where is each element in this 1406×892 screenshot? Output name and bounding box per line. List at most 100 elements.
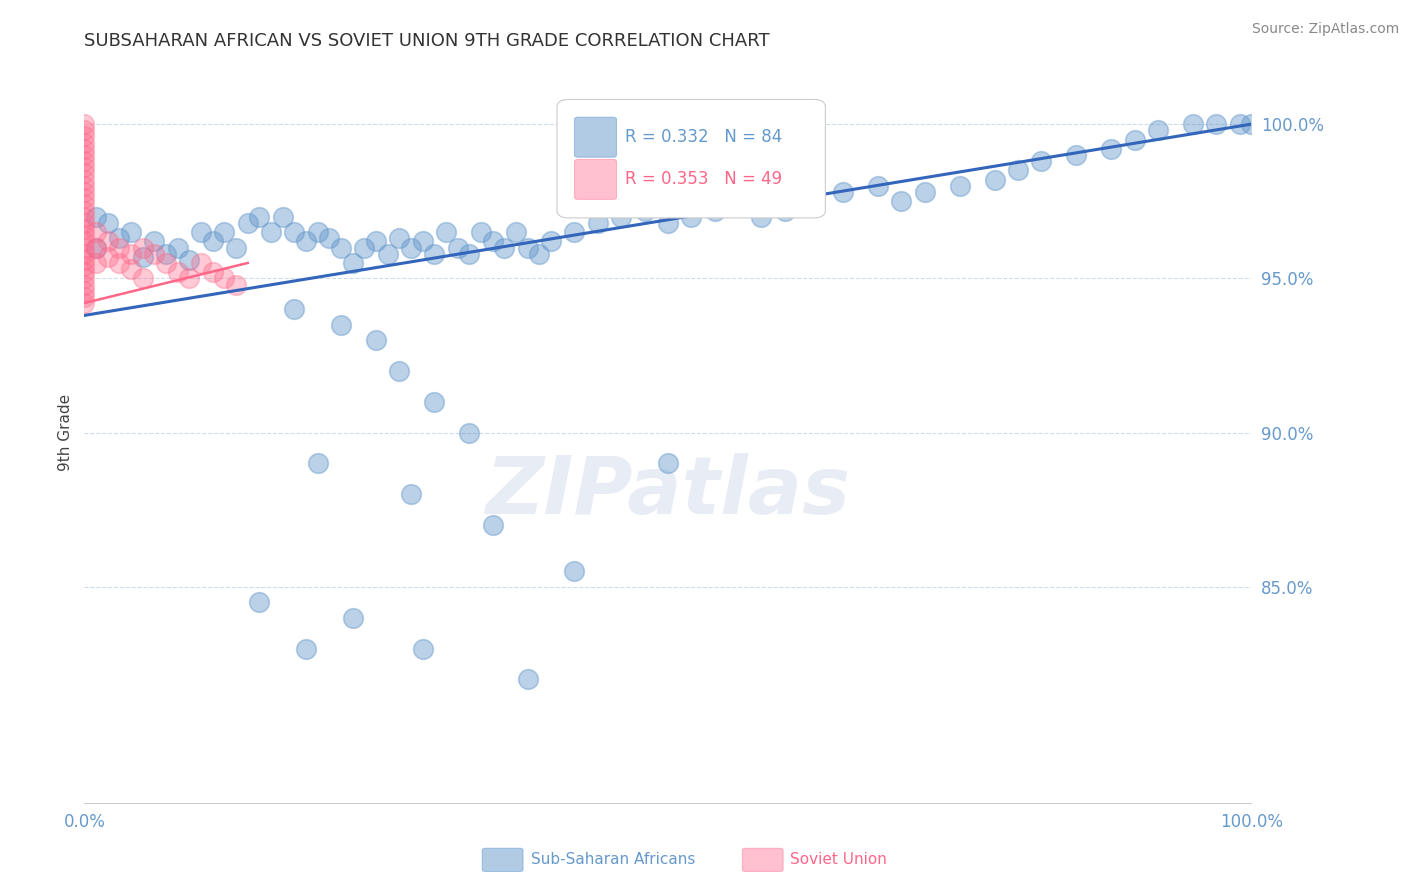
Point [1205,117,1227,131]
Point [494,241,516,255]
Point [73,191,96,205]
Point [73,246,96,260]
Point [505,225,527,239]
Point [73,296,96,310]
Point [388,231,411,245]
Text: SUBSAHARAN AFRICAN VS SOVIET UNION 9TH GRADE CORRELATION CHART: SUBSAHARAN AFRICAN VS SOVIET UNION 9TH G… [84,32,770,50]
Point [201,235,224,249]
Point [657,216,679,230]
Point [84,210,107,224]
Point [657,457,679,471]
Point [190,225,212,239]
Point [1123,132,1146,146]
Point [166,241,188,255]
Point [307,457,329,471]
Text: Source: ZipAtlas.com: Source: ZipAtlas.com [1251,22,1399,37]
FancyBboxPatch shape [575,117,616,157]
Point [73,117,96,131]
Point [73,172,96,186]
Point [773,203,796,218]
Point [143,235,166,249]
Point [1031,154,1053,169]
Point [73,142,96,156]
Point [283,225,305,239]
Point [681,210,703,224]
Point [190,256,212,270]
Point [73,265,96,279]
Point [307,225,329,239]
Point [120,225,142,239]
Point [703,203,725,218]
Point [179,252,201,267]
Text: Sub-Saharan Africans: Sub-Saharan Africans [531,853,696,867]
Point [236,216,259,230]
Point [73,148,96,162]
Point [249,210,271,224]
Point [73,129,96,144]
Point [97,216,120,230]
Point [84,225,107,239]
Point [73,241,96,255]
Point [342,611,364,625]
Point [1181,117,1204,131]
Point [271,210,294,224]
Point [225,241,247,255]
Point [84,241,107,255]
Point [155,246,177,260]
Point [260,225,283,239]
Point [73,210,96,224]
Point [120,262,142,277]
Point [388,364,411,378]
Point [540,235,562,249]
Point [983,172,1005,186]
Point [73,277,96,292]
Point [143,246,166,260]
Point [470,225,492,239]
Point [179,271,201,285]
Point [564,225,586,239]
Point [73,228,96,243]
Point [423,246,446,260]
Point [434,225,457,239]
Point [342,256,364,270]
Point [283,302,305,317]
Point [73,271,96,285]
Point [749,210,772,224]
Point [73,197,96,211]
Point [610,210,633,224]
Point [797,194,820,209]
Point [166,265,188,279]
Point [132,271,155,285]
Point [447,241,470,255]
Point [727,194,749,209]
Point [633,203,655,218]
Point [1240,117,1263,131]
Point [225,277,247,292]
Point [73,136,96,150]
Point [586,216,609,230]
Point [73,259,96,273]
Point [295,641,318,656]
Point [366,333,388,347]
Point [155,256,177,270]
Point [481,518,505,533]
Point [73,216,96,230]
Point [73,123,96,137]
Point [73,290,96,304]
Point [366,235,388,249]
Point [423,394,446,409]
Point [832,185,855,199]
Point [295,235,318,249]
Point [73,185,96,199]
Point [132,250,155,264]
Point [108,241,131,255]
Point [564,565,586,579]
Point [132,241,155,255]
FancyBboxPatch shape [557,99,825,218]
Point [399,241,422,255]
Point [1147,123,1170,137]
Point [399,487,422,501]
Point [914,185,936,199]
Point [1007,163,1029,178]
Text: Soviet Union: Soviet Union [790,853,887,867]
